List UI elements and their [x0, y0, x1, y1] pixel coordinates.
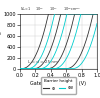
Y-axis label: Drain voltage V_DS (mV): Drain voltage V_DS (mV): [0, 11, 1, 72]
Text: L = d = 25 nm: L = d = 25 nm: [28, 60, 58, 64]
Text: $10^{18}$cm$^{-3}$: $10^{18}$cm$^{-3}$: [63, 5, 81, 13]
X-axis label: Gate voltage  V_GS (V): Gate voltage V_GS (V): [30, 81, 86, 86]
Legend: $\Phi$, $\Phi_B$: $\Phi$, $\Phi_B$: [41, 77, 76, 94]
Text: $10^{17}$: $10^{17}$: [49, 5, 58, 13]
Text: $N_D\!=\!1$: $N_D\!=\!1$: [20, 5, 32, 13]
Text: $10^{16}$: $10^{16}$: [35, 5, 45, 13]
